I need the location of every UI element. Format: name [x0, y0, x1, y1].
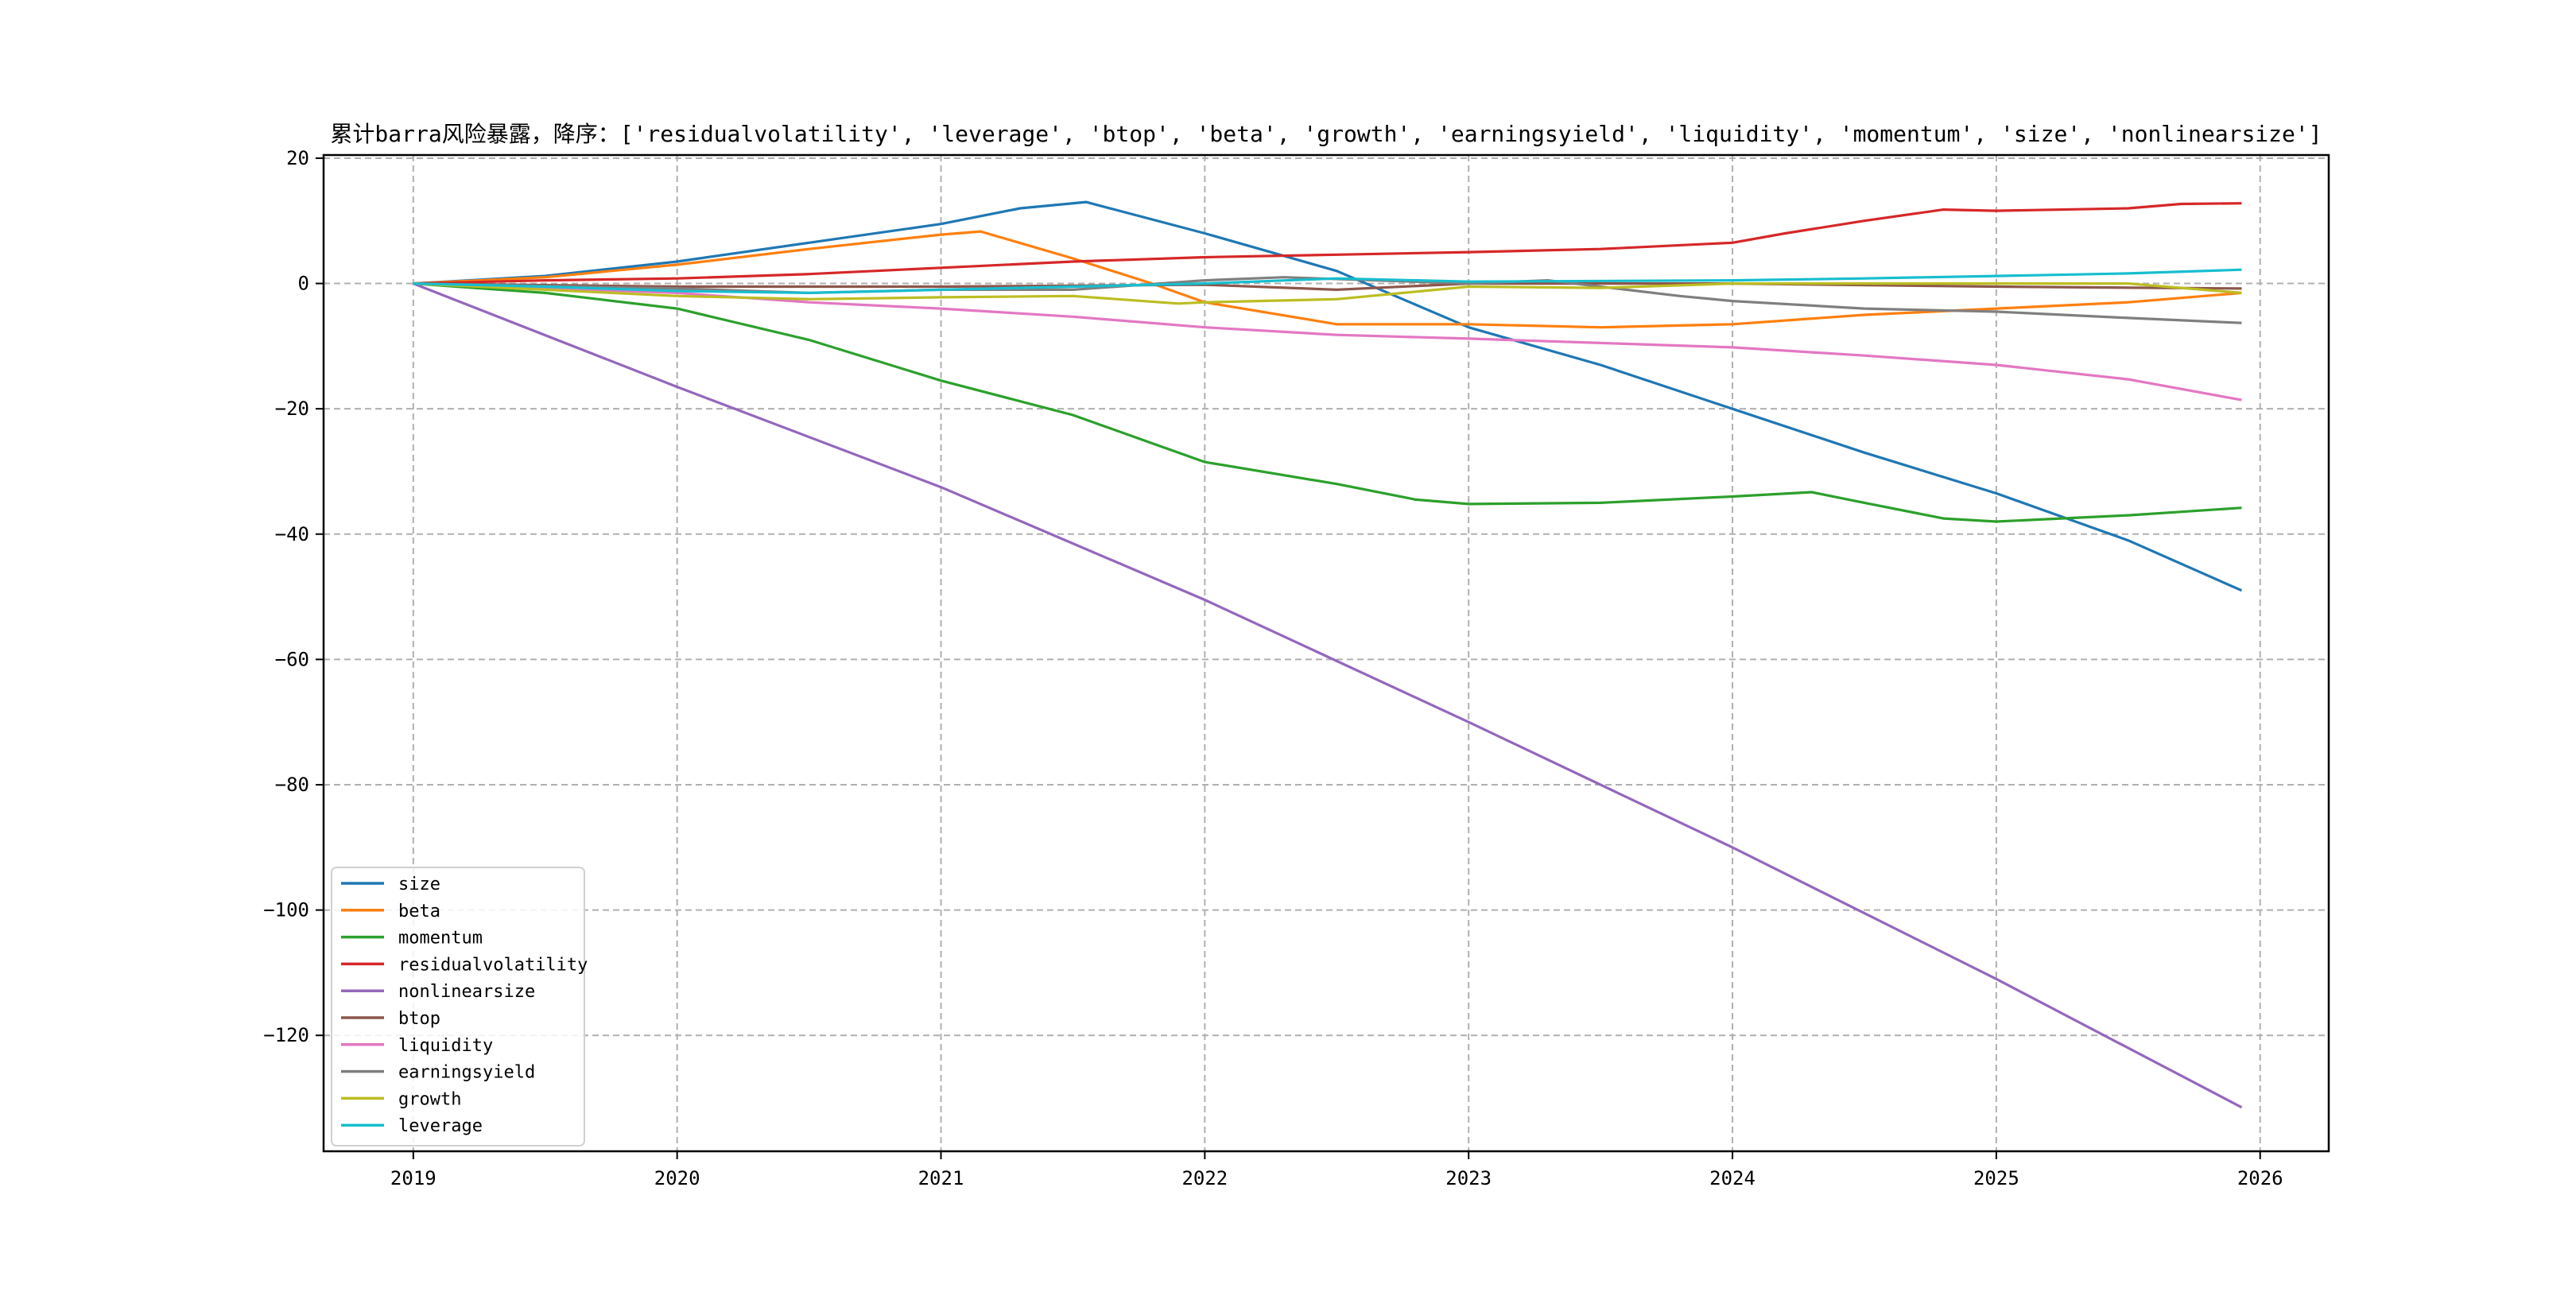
x-tick-label: 2022: [1181, 1167, 1228, 1189]
legend-label: liquidity: [398, 1036, 493, 1056]
legend-box: [331, 867, 585, 1147]
grid: [324, 155, 2329, 1151]
legend-label: growth: [398, 1089, 461, 1109]
series-line-momentum: [413, 282, 2242, 523]
legend: size beta momentum residualvolatility nonlin…: [331, 867, 588, 1147]
series-line-liquidity: [413, 282, 2242, 402]
y-tick-label: 20: [286, 147, 309, 169]
legend-label: momentum: [398, 929, 483, 949]
series-line-size: [413, 200, 2243, 592]
y-tick-label: −100: [263, 899, 309, 921]
legend-label: size: [398, 875, 440, 894]
legend-label: residualvolatility: [398, 955, 588, 975]
axes-frame: [322, 153, 2330, 1153]
y-tick-label: 0: [298, 273, 309, 295]
series-line-residualvolatility: [413, 202, 2242, 285]
series-line-growth: [413, 282, 2242, 305]
y-tick-label: −120: [263, 1024, 309, 1046]
x-tick-label: 2025: [1973, 1167, 2019, 1189]
y-tick-label: −40: [275, 523, 309, 545]
x-tick-label: 2024: [1709, 1167, 1755, 1189]
legend-label: earningsyield: [398, 1063, 535, 1083]
legend-label: btop: [398, 1009, 440, 1029]
y-tick-label: −20: [275, 398, 309, 420]
series-line-nonlinearsize: [413, 282, 2243, 1109]
legend-label: nonlinearsize: [398, 982, 535, 1002]
series-line-btop: [413, 282, 2242, 291]
y-tick-label: −60: [275, 648, 309, 670]
axis-ticks: 2019 2020 2021 2022 2023 2024 2025 2026 20 0 −20 −4…: [263, 147, 2283, 1189]
legend-label: leverage: [398, 1116, 483, 1136]
x-tick-label: 2026: [2237, 1167, 2283, 1189]
series-line-leverage: [413, 268, 2242, 294]
x-tick-label: 2019: [390, 1167, 436, 1189]
x-tick-label: 2021: [918, 1167, 964, 1189]
legend-label: beta: [398, 902, 440, 921]
x-tick-label: 2023: [1445, 1167, 1492, 1189]
chart-title: 累计barra风险暴露，降序：['residualvolatility', 'l…: [330, 121, 2322, 147]
x-tick-label: 2020: [654, 1167, 700, 1189]
y-tick-label: −80: [275, 774, 309, 796]
series-lines: [413, 200, 2243, 1109]
